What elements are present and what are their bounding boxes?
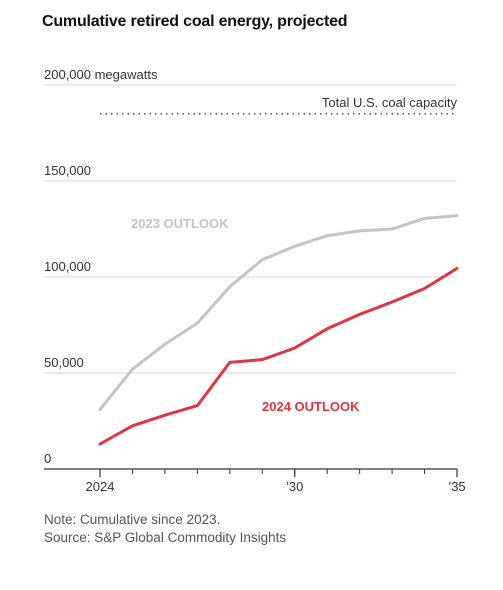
grid-lines bbox=[44, 84, 457, 374]
y-tick-label: 50,000 bbox=[44, 355, 84, 370]
x-tick-label: ’30 bbox=[286, 479, 303, 494]
series-2023-outlook-line bbox=[98, 214, 459, 411]
chart-source: Source: S&P Global Commodity Insights bbox=[44, 530, 287, 545]
capacity-reference-label: Total U.S. coal capacity bbox=[322, 95, 458, 110]
series-label-2024-outlook: 2024 OUTLOOK bbox=[262, 399, 360, 414]
labels: 0 50,000 100,000 150,000 200,000 megawatts To… bbox=[44, 67, 466, 494]
x-tick-label: 2024 bbox=[86, 479, 115, 494]
y-tick-label: 100,000 bbox=[44, 259, 91, 274]
y-tick-label: 0 bbox=[44, 451, 51, 466]
y-tick-label: 200,000 megawatts bbox=[44, 67, 158, 82]
x-axis bbox=[44, 468, 458, 477]
x-tick-label: ’35 bbox=[448, 479, 465, 494]
series-label-2023-outlook: 2023 OUTLOOK bbox=[131, 216, 229, 231]
series-lines bbox=[98, 214, 459, 446]
series-2024-outlook-line bbox=[98, 266, 459, 446]
chart-title: Cumulative retired coal energy, projecte… bbox=[42, 13, 348, 30]
chart-note: Note: Cumulative since 2023. bbox=[44, 512, 221, 527]
y-tick-label: 150,000 bbox=[44, 163, 91, 178]
